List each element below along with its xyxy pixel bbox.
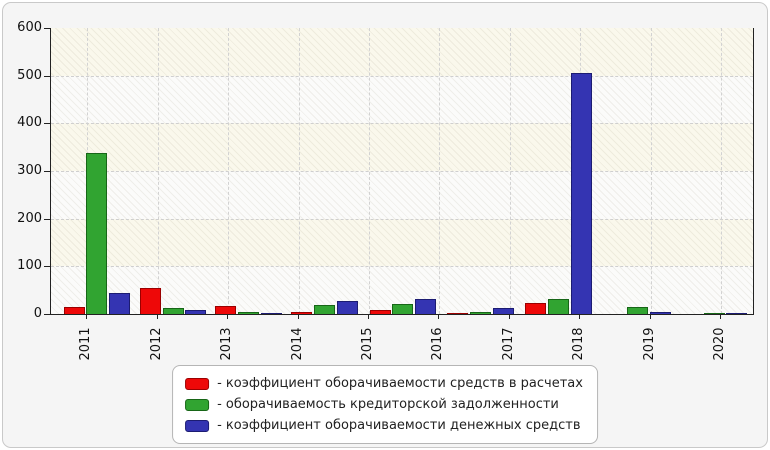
x-tick	[86, 315, 88, 319]
bar-2014-series1	[291, 312, 313, 314]
legend: - коэффициент оборачиваемости средств в …	[172, 365, 598, 444]
legend-item: - коэффициент оборачиваемости денежных с…	[185, 415, 583, 436]
legend-label: - коэффициент оборачиваемости средств в …	[217, 376, 583, 391]
v-gridline	[439, 28, 441, 314]
v-gridline	[650, 28, 652, 314]
bar-2016-series3	[492, 308, 514, 314]
bar-2018-series2	[548, 299, 570, 314]
bar-2015-series1	[369, 310, 391, 314]
x-tick	[579, 315, 581, 319]
legend-item: - коэффициент оборачиваемости средств в …	[185, 373, 583, 394]
v-gridline	[157, 28, 159, 314]
y-tick-label: 400	[17, 115, 42, 131]
x-tick	[508, 315, 510, 319]
h-gridline	[51, 75, 753, 77]
y-tick-label: 600	[17, 20, 42, 35]
h-gridline	[51, 266, 753, 268]
v-gridline	[509, 28, 511, 314]
x-tick	[649, 315, 651, 319]
bar-2013-series3	[260, 313, 282, 314]
x-tick	[297, 315, 299, 319]
bar-2014-series2	[313, 305, 335, 314]
bar-2019-series2	[627, 307, 649, 314]
bar-2014-series3	[336, 301, 358, 314]
legend-marker-series3	[185, 419, 210, 432]
bar-2018-series3	[570, 73, 592, 314]
plot-band	[51, 171, 753, 219]
x-tick-label: 2012	[148, 327, 164, 361]
v-gridline	[721, 28, 723, 314]
plot-band	[51, 218, 753, 267]
y-tick	[44, 123, 50, 125]
x-tick	[227, 315, 229, 319]
y-tick	[44, 171, 50, 172]
x-tick-label: 2014	[289, 327, 305, 361]
bar-2011-series3	[109, 293, 131, 314]
y-tick	[44, 314, 50, 315]
plot-band	[51, 75, 753, 124]
x-tick-label: 2017	[500, 327, 516, 361]
h-gridline	[51, 218, 753, 220]
plot-area	[44, 28, 754, 315]
y-tick-label: 300	[17, 163, 42, 178]
bar-2013-series2	[237, 312, 259, 314]
bar-2020-series2	[703, 313, 725, 314]
bar-2019-series3	[650, 312, 672, 314]
legend-item: - оборачиваемость кредиторской задолженн…	[185, 394, 583, 415]
bar-2011-series2	[86, 153, 108, 314]
bar-2016-series1	[447, 313, 469, 314]
x-tick	[720, 315, 722, 319]
v-gridline	[298, 28, 300, 314]
x-tick	[368, 315, 369, 319]
y-tick-label: 0	[33, 306, 42, 321]
bar-2018-series1	[525, 303, 547, 314]
y-tick	[44, 75, 50, 77]
bar-2015-series3	[415, 299, 437, 314]
x-tick-label: 2011	[78, 327, 94, 361]
x-tick-label: 2020	[712, 327, 728, 361]
bar-2012-series2	[162, 308, 184, 314]
y-tick	[44, 266, 50, 268]
x-tick-label: 2013	[219, 327, 235, 361]
v-gridline	[369, 28, 370, 314]
v-gridline	[228, 28, 230, 314]
x-tick-label: 2019	[641, 327, 657, 361]
legend-label: - оборачиваемость кредиторской задолженн…	[217, 397, 559, 412]
x-tick	[438, 315, 440, 319]
bar-2020-series3	[726, 313, 748, 314]
y-tick	[44, 28, 50, 29]
bar-2013-series1	[215, 306, 237, 314]
plot-band	[51, 123, 753, 171]
x-tick	[156, 315, 158, 319]
legend-marker-series1	[185, 377, 210, 390]
x-tick-label: 2015	[360, 327, 375, 361]
legend-marker-series2	[185, 398, 210, 411]
h-gridline	[51, 123, 753, 125]
y-tick	[44, 218, 50, 220]
plot-band	[51, 28, 753, 76]
x-tick-label: 2018	[571, 327, 587, 361]
y-tick-label: 200	[17, 210, 42, 226]
x-tick-label: 2016	[430, 327, 446, 361]
bar-2016-series2	[470, 312, 492, 314]
y-tick-label: 100	[17, 258, 42, 274]
bar-2011-series1	[63, 307, 85, 314]
bar-2012-series3	[185, 310, 207, 314]
y-tick-label: 500	[17, 67, 42, 83]
h-gridline	[51, 171, 753, 172]
legend-label: - коэффициент оборачиваемости денежных с…	[217, 418, 581, 433]
bar-2015-series2	[392, 304, 414, 314]
bar-2012-series1	[139, 288, 161, 314]
